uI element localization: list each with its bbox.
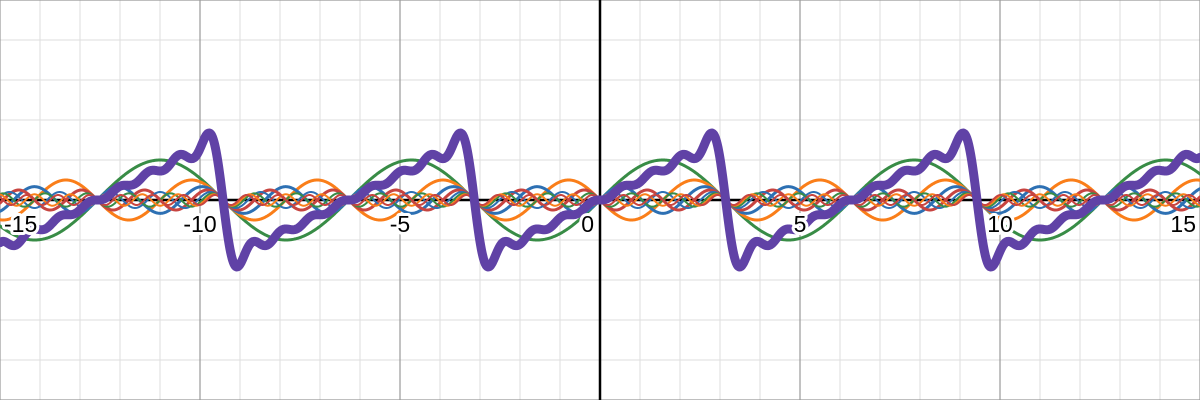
x-tick-labels: -15 -10 -5 0 5 10 15 bbox=[1, 208, 1199, 240]
series-fourier-sum bbox=[0, 128, 1200, 272]
x-tick-label: -15 bbox=[4, 211, 37, 237]
x-tick-label: 5 bbox=[794, 211, 807, 237]
x-tick-label: -10 bbox=[183, 211, 216, 237]
x-tick-label: 15 bbox=[1170, 211, 1196, 237]
x-tick-label: 0 bbox=[581, 211, 594, 237]
series-layer bbox=[0, 128, 1200, 272]
x-tick-label: 10 bbox=[987, 211, 1013, 237]
x-tick-label: -5 bbox=[390, 211, 410, 237]
